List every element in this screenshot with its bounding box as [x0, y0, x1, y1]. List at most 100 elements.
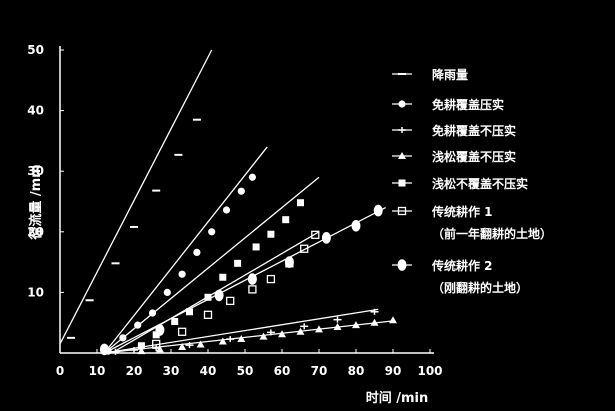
series-4-point — [267, 230, 275, 238]
series-6-point — [247, 273, 257, 285]
series-3-point — [137, 347, 146, 355]
legend-label: 传统耕作 1 — [431, 204, 493, 219]
series-1-point — [248, 173, 256, 181]
series-1-point — [148, 309, 157, 317]
series-4-point — [234, 259, 242, 267]
series-5-point — [177, 327, 187, 336]
series-3-point — [178, 342, 187, 350]
x-tick-label: 20 — [126, 364, 143, 378]
series-4-point — [282, 216, 290, 224]
series-1-point — [178, 270, 186, 278]
y-axis-label: 径流量 /mm — [28, 164, 44, 239]
x-axis-label: 时间 /min — [366, 390, 429, 406]
series-2-point — [185, 342, 194, 349]
series-points — [67, 118, 397, 356]
x-tick-label: 80 — [348, 364, 365, 378]
series-6-point — [155, 324, 165, 336]
x-tick-label: 10 — [89, 364, 106, 378]
series-6-point — [214, 289, 224, 302]
series-2-point — [300, 323, 309, 330]
series-5-point — [152, 339, 161, 349]
series-4-point — [204, 293, 212, 301]
series-2-point — [333, 316, 342, 323]
x-tick-label: 90 — [385, 364, 402, 378]
legend-label: 浅松覆盖不压实 — [432, 149, 516, 164]
series-6-line — [104, 206, 386, 354]
series-1-point — [222, 206, 231, 214]
legend-marker — [398, 179, 406, 187]
legend-label: 免耕覆盖压实 — [432, 97, 504, 112]
series-3-point — [315, 325, 323, 333]
legend-label: （前一年翻耕的土地） — [432, 226, 552, 241]
y-tick-label: 30 — [27, 164, 44, 178]
x-tick-label: 100 — [417, 364, 442, 378]
series-1-point — [208, 228, 216, 236]
series-4-point — [297, 199, 304, 207]
series-2-point — [111, 348, 120, 355]
series-2-line — [104, 308, 379, 354]
x-tick-label: 60 — [274, 364, 291, 378]
series-0-line — [59, 49, 213, 345]
series-4-point — [171, 317, 179, 325]
series-4-point — [252, 243, 260, 251]
y-tick-label: 40 — [27, 104, 44, 118]
series-5-point — [266, 274, 276, 284]
legend-marker — [397, 206, 407, 216]
series-1-line — [103, 146, 268, 354]
series-3-line — [104, 320, 394, 354]
series-5-point — [300, 244, 309, 253]
legend-label: 传统耕作 2 — [431, 258, 493, 273]
series-3-point — [259, 332, 268, 340]
series-5-point — [226, 296, 235, 306]
legend-label: 浅松不覆盖不压实 — [432, 176, 528, 191]
series-6-point — [99, 343, 109, 356]
legend-marker — [398, 100, 406, 108]
legend-marker — [398, 127, 406, 133]
series-1-point — [193, 248, 201, 257]
y-tick-label: 10 — [27, 285, 44, 299]
series-4-point — [152, 331, 160, 339]
legend-item-3: 浅松覆盖不压实 — [392, 149, 516, 164]
legend-marker — [397, 259, 407, 271]
legend-label: （刚翻耕的土地） — [432, 280, 528, 295]
y-tick-label: 20 — [27, 225, 44, 239]
series-5-point — [248, 285, 257, 294]
series-3-point — [278, 330, 286, 338]
series-3-point — [370, 318, 379, 326]
series-2-point — [266, 329, 275, 336]
legend-label: 免耕覆盖不压实 — [432, 123, 516, 138]
legend-label: 降雨量 — [432, 67, 468, 82]
series-4-point — [219, 273, 227, 281]
chart-axes: 0 10 20 30 40 50 60 70 80 90 100 10 20 30 40 50 — [27, 43, 442, 378]
series-6-point — [351, 219, 361, 232]
series-3-point — [237, 335, 246, 343]
series-3-point — [196, 340, 205, 348]
series-1-point — [237, 187, 245, 195]
legend-item-1: 免耕覆盖压实 — [392, 97, 504, 112]
series-3-point — [352, 321, 360, 329]
x-tick-label: 0 — [56, 364, 64, 378]
series-3-point — [155, 345, 164, 353]
series-3-point — [296, 327, 305, 335]
series-1-point — [134, 321, 142, 329]
series-6-point — [373, 204, 383, 217]
x-tick-label: 50 — [237, 364, 254, 378]
y-tick-label: 50 — [27, 43, 44, 57]
x-tick-label: 70 — [311, 364, 328, 378]
legend-item-0: 降雨量 — [392, 67, 468, 82]
series-2-point — [226, 336, 235, 343]
series-6-point — [321, 232, 331, 244]
series-4-point — [137, 342, 145, 350]
legend-item-2: 免耕覆盖不压实 — [392, 123, 516, 138]
series-6-point — [284, 256, 294, 268]
series-lines — [59, 49, 394, 354]
legend-item-6: 传统耕作 2 （刚翻耕的土地） — [392, 258, 528, 295]
series-2-point — [370, 308, 379, 315]
x-tick-label: 30 — [163, 364, 180, 378]
legend-marker — [398, 152, 406, 159]
series-2-point — [130, 346, 138, 353]
series-1-point — [163, 288, 171, 296]
series-1-point — [119, 334, 127, 342]
